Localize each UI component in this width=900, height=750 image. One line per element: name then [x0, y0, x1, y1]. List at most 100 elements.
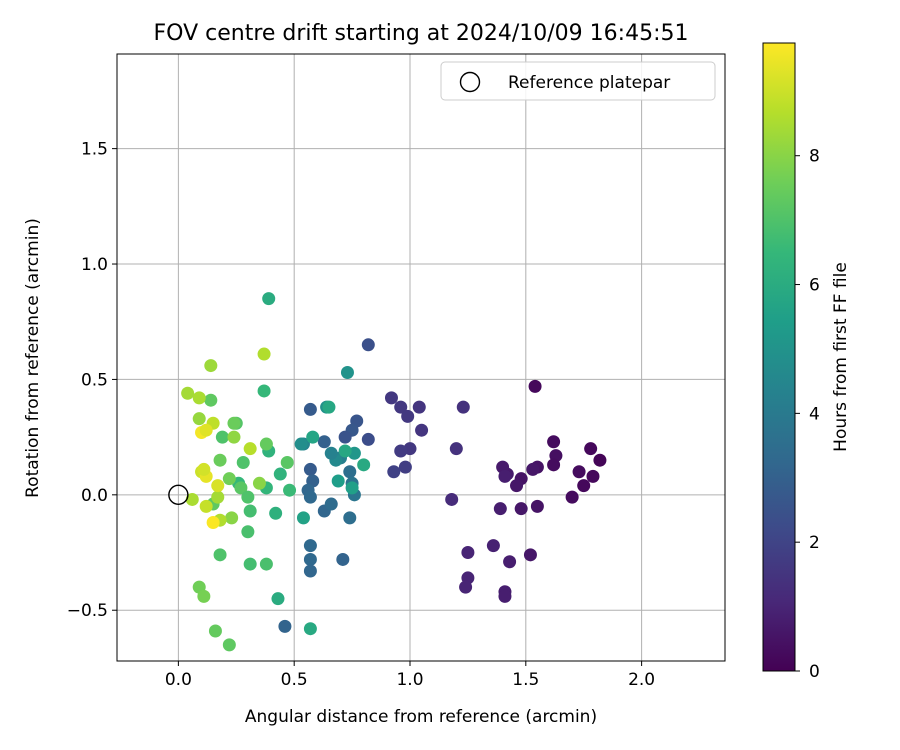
- scatter-point: [345, 481, 359, 495]
- scatter-point: [213, 548, 227, 562]
- scatter-point: [572, 465, 586, 479]
- scatter-point: [528, 379, 542, 393]
- colorbar-ticks: 0 2 4 6 8: [795, 147, 820, 682]
- colorbar: 0 2 4 6 8 Hours from first FF file: [762, 42, 851, 682]
- scatter-point: [197, 589, 211, 603]
- scatter-point: [317, 435, 331, 449]
- scatter-point: [577, 479, 591, 493]
- legend-box: [440, 61, 716, 101]
- scatter-point: [252, 476, 266, 490]
- y-tick-label: 1.0: [81, 255, 108, 275]
- y-tick-label: 0.0: [81, 486, 108, 506]
- scatter-point: [331, 474, 345, 488]
- scatter-point: [243, 557, 257, 571]
- scatter-point: [456, 400, 470, 414]
- reference-marker-group: [168, 484, 189, 506]
- scatter-point: [412, 400, 426, 414]
- y-axis-label: Rotation from reference (arcmin): [23, 218, 43, 498]
- scatter-point: [547, 435, 561, 449]
- scatter-point: [593, 453, 607, 467]
- y-tick-label: −0.5: [67, 601, 108, 621]
- scatter-point: [243, 442, 257, 456]
- scatter-point: [498, 589, 512, 603]
- scatter-point: [306, 430, 320, 444]
- x-axis-ticks: 0.0 0.5 1.0 1.5 2.0: [165, 661, 655, 690]
- colorbar-tick-label: 4: [809, 404, 820, 424]
- scatter-point: [523, 548, 537, 562]
- x-tick-label: 1.0: [396, 670, 423, 690]
- scatter-point: [211, 479, 225, 493]
- scatter-point: [547, 458, 561, 472]
- scatter-point: [449, 442, 463, 456]
- scatter-point: [243, 504, 257, 518]
- scatter-point: [324, 497, 338, 511]
- scatter-point: [398, 460, 412, 474]
- x-tick-label: 2.0: [628, 670, 655, 690]
- grid: [117, 54, 725, 661]
- colorbar-tick-label: 2: [809, 533, 820, 553]
- scatter-point: [222, 472, 236, 486]
- scatter-point: [493, 502, 507, 516]
- legend-reference-marker: [459, 71, 481, 93]
- colorbar-tick-label: 8: [809, 147, 820, 167]
- scatter-point: [227, 416, 241, 430]
- scatter-point: [199, 499, 213, 513]
- scatter-point: [241, 525, 255, 539]
- scatter-point: [343, 465, 357, 479]
- scatter-point: [322, 400, 336, 414]
- scatter-point: [303, 402, 317, 416]
- y-axis-ticks: −0.5 0.0 0.5 1.0 1.5: [67, 140, 117, 621]
- scatter-point: [461, 546, 475, 560]
- y-tick-label: 0.5: [81, 370, 108, 390]
- data-points: [181, 292, 607, 652]
- scatter-point: [387, 465, 401, 479]
- colorbar-tick-label: 0: [809, 662, 820, 682]
- scatter-point: [514, 502, 528, 516]
- scatter-point: [234, 481, 248, 495]
- scatter-point: [269, 506, 283, 520]
- scatter-point: [225, 511, 239, 525]
- scatter-point: [503, 555, 517, 569]
- scatter-point: [257, 384, 271, 398]
- scatter-point: [185, 492, 199, 506]
- colorbar-tick-label: 6: [809, 276, 820, 296]
- scatter-point: [384, 391, 398, 405]
- x-tick-label: 0.5: [281, 670, 308, 690]
- scatter-point: [192, 391, 206, 405]
- scatter-point: [303, 490, 317, 504]
- scatter-point: [338, 444, 352, 458]
- colorbar-gradient: [762, 42, 796, 672]
- scatter-point: [278, 619, 292, 633]
- scatter-point: [510, 479, 524, 493]
- scatter-point: [280, 456, 294, 470]
- scatter-point: [211, 490, 225, 504]
- scatter-point: [181, 386, 195, 400]
- scatter-point: [236, 456, 250, 470]
- x-tick-label: 1.5: [512, 670, 539, 690]
- scatter-point: [241, 490, 255, 504]
- x-axis-label: Angular distance from reference (arcmin): [245, 707, 597, 727]
- scatter-point: [324, 446, 338, 460]
- y-tick-label: 1.5: [81, 140, 108, 160]
- scatter-point: [394, 400, 408, 414]
- colorbar-label: Hours from first FF file: [831, 262, 851, 452]
- scatter-point: [336, 552, 350, 566]
- scatter-point: [445, 492, 459, 506]
- scatter-point: [357, 458, 371, 472]
- scatter-point: [204, 359, 218, 373]
- scatter-point: [361, 338, 375, 352]
- scatter-point: [498, 469, 512, 483]
- scatter-point: [584, 442, 598, 456]
- axes-frame: [116, 53, 726, 662]
- scatter-point: [394, 444, 408, 458]
- scatter-point: [257, 347, 271, 361]
- scatter-point: [294, 437, 308, 451]
- scatter-point: [338, 430, 352, 444]
- scatter-point: [565, 490, 579, 504]
- scatter-point: [415, 423, 429, 437]
- scatter-point: [199, 423, 213, 437]
- scatter-point: [271, 592, 285, 606]
- scatter-point: [197, 462, 211, 476]
- scatter-point: [530, 499, 544, 513]
